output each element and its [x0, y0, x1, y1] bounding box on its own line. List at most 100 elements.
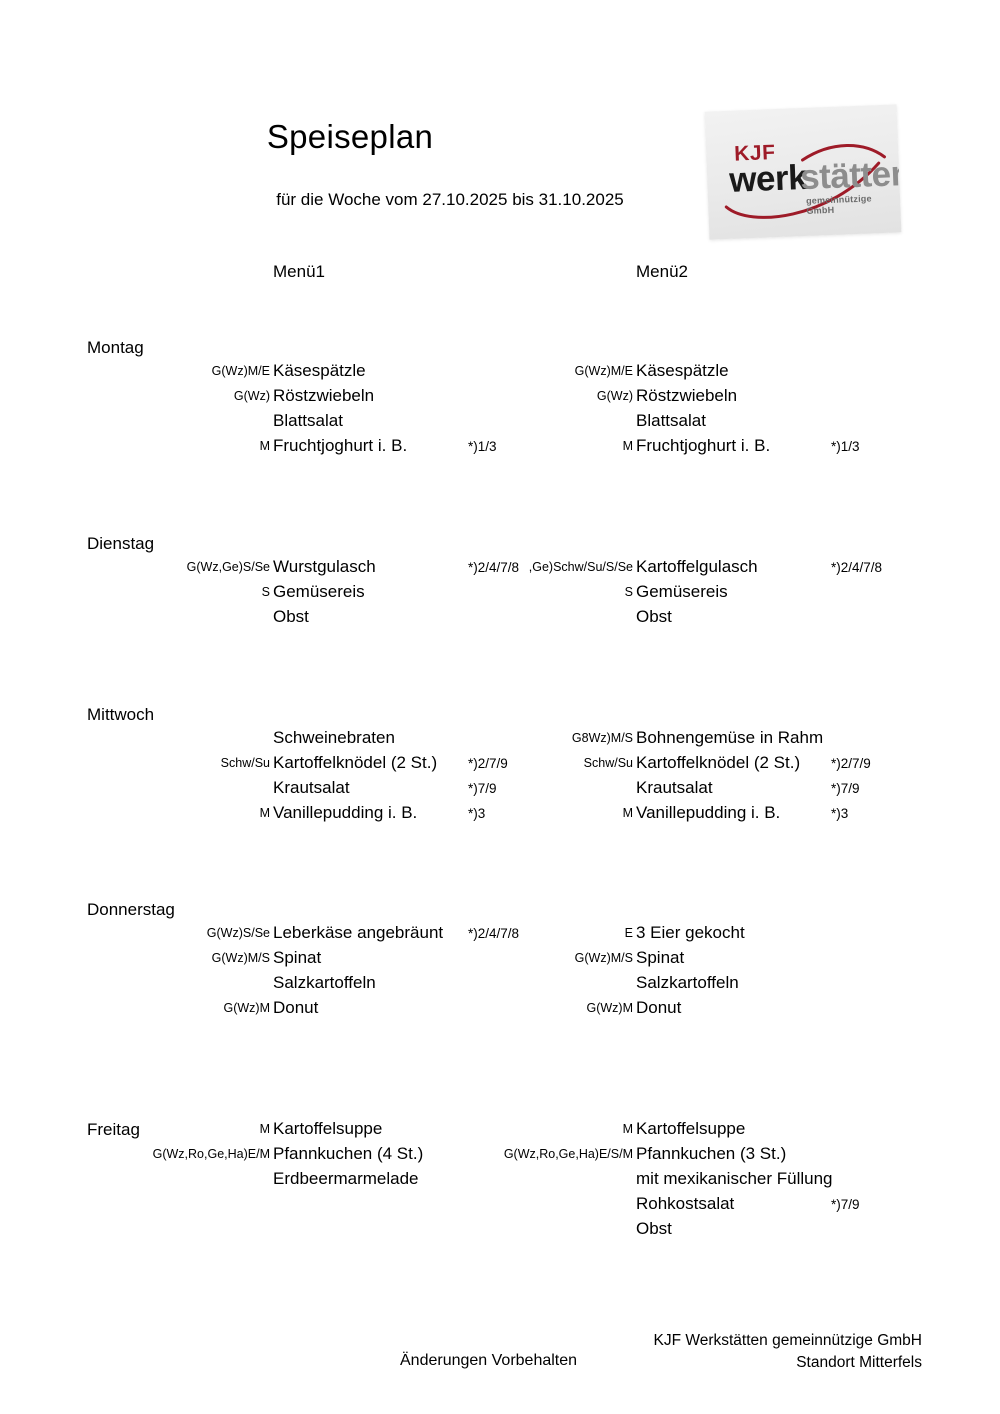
dish-name: Donut	[636, 998, 682, 1017]
menu-line: Schw/Su Kartoffelknödel (2 St.) *)2/7/9	[363, 753, 871, 778]
dish-name: Gemüsereis	[636, 582, 728, 601]
dish-name: Krautsalat	[273, 778, 350, 797]
menu-line: G(Wz) Röstzwiebeln	[0, 386, 374, 411]
dish-name: Blattsalat	[273, 411, 343, 430]
day-dienstag-menu2: ,Ge)Schw/Su/S/Se Kartoffelgulasch *)2/4/7/…	[363, 557, 882, 632]
footer-company-block: KJF Werkstätten gemeinnützige GmbH Stand…	[654, 1330, 923, 1375]
allergen-code: E	[624, 926, 633, 940]
allergen-code: G(Wz,Ro,Ge,Ha)E/S/M	[503, 1147, 633, 1161]
dish-name: mit mexikanischer Füllung	[636, 1169, 833, 1188]
allergen-code: M	[622, 806, 633, 820]
dish-name: Donut	[273, 998, 319, 1017]
day-label-mittwoch: Mittwoch	[87, 705, 155, 724]
menu-line: S Gemüsereis	[0, 582, 370, 607]
dish-name: Käsespätzle	[273, 361, 366, 380]
dish-name: Obst	[636, 607, 672, 626]
dish-name: Pfannkuchen (4 St.)	[273, 1144, 424, 1163]
allergen-code: G(Wz)M	[586, 1001, 633, 1015]
logo-swoosh-icon	[724, 144, 886, 219]
footnote-marker: *)2/4/7/8	[831, 560, 883, 575]
dish-name: Erdbeermarmelade	[273, 1169, 419, 1188]
dish-name: Fruchtjoghurt i. B.	[636, 436, 771, 455]
disclaimer-text: Änderungen Vorbehalten	[400, 1352, 578, 1369]
day-label-dienstag: Dienstag	[87, 534, 155, 553]
day-dienstag-menu1: G(Wz,Ge)S/Se Wurstgulasch *)2/4/7/8 S Gemüse…	[0, 557, 519, 632]
menu-line: G(Wz,Ge)S/Se Wurstgulasch *)2/4/7/8	[0, 557, 519, 582]
menu-line: M Kartoffelsuppe	[0, 1119, 383, 1144]
menu-line: Salzkartoffeln	[0, 973, 376, 998]
day-freitag-menu1: M Kartoffelsuppe G(Wz,Ro,Ge,Ha)E/M Pfannkuc…	[0, 1119, 424, 1194]
dish-name: Kartoffelknödel (2 St.)	[273, 753, 438, 772]
menu-line: Obst	[363, 607, 733, 632]
footnote-marker: *)2/4/7/8	[468, 560, 520, 575]
dish-name: Rohkostsalat	[636, 1194, 735, 1213]
dish-name: Röstzwiebeln	[636, 386, 738, 405]
dish-name: Kartoffelgulasch	[636, 557, 758, 576]
menu-line: Schw/Su Kartoffelknödel (2 St.) *)2/7/9	[0, 753, 508, 778]
dish-name: Salzkartoffeln	[636, 973, 739, 992]
menu1-header: Menü1	[273, 262, 325, 281]
menu-line: G(Wz,Ro,Ge,Ha)E/S/M Pfannkuchen (3 St.)	[363, 1144, 786, 1169]
footnote-marker: *)2/7/9	[831, 756, 871, 771]
dish-name: Spinat	[636, 948, 685, 967]
menu-line: G(Wz)M/S Spinat	[0, 948, 370, 973]
day-label-montag: Montag	[87, 338, 144, 357]
menu-line: Salzkartoffeln	[363, 973, 739, 998]
footnote-marker: *)7/9	[831, 781, 860, 796]
menu2-header: Menü2	[636, 262, 688, 281]
allergen-code: G8Wz)M/S	[571, 731, 633, 745]
dish-name: Fruchtjoghurt i. B.	[273, 436, 408, 455]
menu-line: Obst	[0, 607, 370, 632]
day-mittwoch-menu2: G8Wz)M/S Bohnengemüse in Rahm Schw/Su Karto…	[363, 728, 871, 828]
menu-line: M Vanillepudding i. B. *)3	[363, 803, 849, 828]
allergen-code: G(Wz,Ge)S/Se	[186, 560, 270, 574]
allergen-code: Schw/Su	[583, 756, 633, 770]
footnote-marker: *)3	[831, 806, 849, 821]
day-montag-menu1: G(Wz)M/E Käsespätzle G(Wz) Röstzwiebeln Blat…	[0, 361, 497, 461]
menu-line: G(Wz)S/Se Leberkäse angebräunt *)2/4/7/8	[0, 923, 519, 948]
allergen-code: G(Wz)	[233, 389, 270, 403]
footnote-marker: *)2/4/7/8	[468, 926, 520, 941]
allergen-code: G(Wz)M	[223, 1001, 270, 1015]
logo-staetten-text: stätten	[799, 153, 902, 198]
menu-line: Obst	[363, 1219, 733, 1244]
menu-line: G(Wz)M/S Spinat	[363, 948, 733, 973]
day-mittwoch-menu1: Schweinebraten Schw/Su Kartoffelknödel (2 …	[0, 728, 508, 828]
dish-name: Leberkäse angebräunt	[273, 923, 444, 942]
menu-line: G(Wz)M Donut	[0, 998, 370, 1023]
menu-line: G8Wz)M/S Bohnengemüse in Rahm	[363, 728, 823, 753]
menu-line: G(Wz)M Donut	[363, 998, 733, 1023]
dish-name: Blattsalat	[636, 411, 706, 430]
allergen-code: ,Ge)Schw/Su/S/Se	[528, 560, 633, 574]
menu-line: G(Wz)M/E Käsespätzle	[0, 361, 370, 386]
allergen-code: Schw/Su	[220, 756, 270, 770]
menu-line: S Gemüsereis	[363, 582, 733, 607]
footnote-marker: *)1/3	[831, 439, 860, 454]
footnote-marker: *)1/3	[468, 439, 497, 454]
footnote-marker: *)3	[468, 806, 486, 821]
menu-line: G(Wz)M/E Käsespätzle	[363, 361, 733, 386]
menu-line: M Kartoffelsuppe	[363, 1119, 746, 1144]
allergen-code: G(Wz)M/S	[211, 951, 270, 965]
menu-line: Blattsalat	[0, 411, 370, 436]
menu-line: Krautsalat *)7/9	[0, 778, 497, 803]
dish-name: Wurstgulasch	[273, 557, 376, 576]
dish-name: Obst	[636, 1219, 672, 1238]
dish-name: Salzkartoffeln	[273, 973, 376, 992]
dish-name: Kartoffelknödel (2 St.)	[636, 753, 801, 772]
day-label-donnerstag: Donnerstag	[87, 900, 175, 919]
allergen-code: S	[261, 585, 270, 599]
allergen-code: G(Wz)S/Se	[206, 926, 270, 940]
allergen-code: G(Wz,Ro,Ge,Ha)E/M	[152, 1147, 270, 1161]
day-freitag-menu2: M Kartoffelsuppe G(Wz,Ro,Ge,Ha)E/S/M Pfannk…	[363, 1119, 860, 1244]
allergen-code: S	[624, 585, 633, 599]
menu-line: ,Ge)Schw/Su/S/Se Kartoffelgulasch *)2/4/7/…	[363, 557, 882, 582]
menu-line: M Fruchtjoghurt i. B. *)1/3	[363, 436, 860, 461]
menu-line: Erdbeermarmelade	[0, 1169, 419, 1194]
menu-line: G(Wz,Ro,Ge,Ha)E/M Pfannkuchen (4 St.)	[0, 1144, 424, 1169]
menu-line: Krautsalat *)7/9	[363, 778, 860, 803]
dish-name: Vanillepudding i. B.	[636, 803, 781, 822]
day-montag-menu2: G(Wz)M/E Käsespätzle G(Wz) Röstzwiebeln Blat…	[363, 361, 860, 461]
footnote-marker: *)2/7/9	[468, 756, 508, 771]
